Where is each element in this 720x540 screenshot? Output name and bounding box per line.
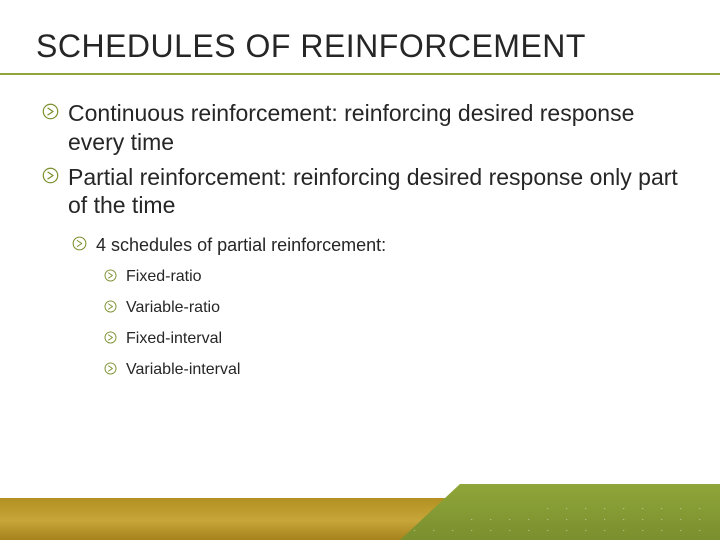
bullet-lvl2: 4 schedules of partial reinforcement: (42, 234, 684, 257)
bullet-text: Variable-interval (126, 361, 240, 378)
slide-content: Continuous reinforcement: reinforcing de… (36, 75, 684, 381)
slide-footer: . . . . . . . . . . . . . . . . . . . . … (0, 484, 720, 540)
arrow-circle-icon (104, 362, 117, 375)
slide-title: SCHEDULES OF REINFORCEMENT (36, 28, 684, 65)
bullet-lvl1: Continuous reinforcement: reinforcing de… (42, 99, 684, 157)
arrow-circle-icon (104, 300, 117, 313)
bullet-text: Variable-ratio (126, 299, 220, 316)
bullet-text: 4 schedules of partial reinforcement: (96, 235, 386, 255)
bullet-lvl3: Variable-interval (42, 360, 684, 381)
bullet-text: Partial reinforcement: reinforcing desir… (68, 164, 678, 219)
bullet-text: Continuous reinforcement: reinforcing de… (68, 100, 634, 155)
footer-dots-icon: . . . . . . . . . . . . . . . . . . . . … (413, 501, 708, 534)
bullet-lvl1: Partial reinforcement: reinforcing desir… (42, 163, 684, 221)
bullet-text: Fixed-ratio (126, 268, 202, 285)
arrow-circle-icon (42, 103, 59, 120)
arrow-circle-icon (42, 167, 59, 184)
bullet-text: Fixed-interval (126, 330, 222, 347)
bullet-lvl3: Fixed-ratio (42, 267, 684, 288)
arrow-circle-icon (104, 269, 117, 282)
arrow-circle-icon (104, 331, 117, 344)
slide: SCHEDULES OF REINFORCEMENT Continuous re… (0, 0, 720, 540)
bullet-lvl3: Fixed-interval (42, 329, 684, 350)
arrow-circle-icon (72, 236, 87, 251)
bullet-lvl3: Variable-ratio (42, 298, 684, 319)
